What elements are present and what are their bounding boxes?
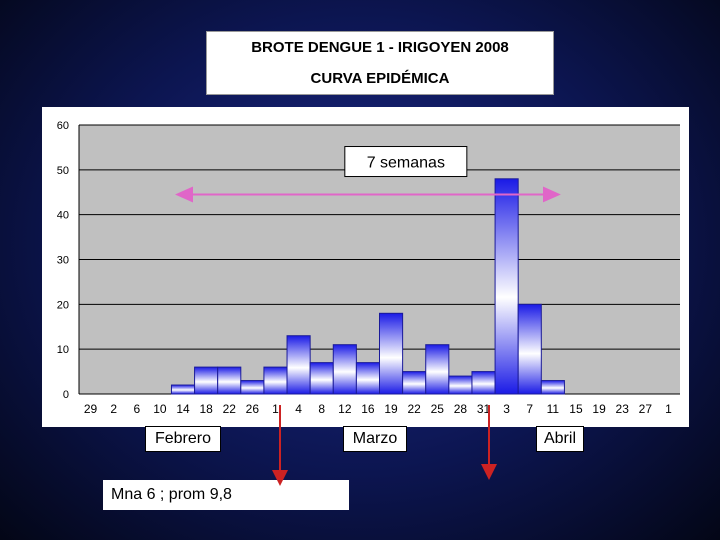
x-tick-label: 4 <box>295 402 302 416</box>
bar <box>494 178 519 395</box>
x-tick-label: 10 <box>153 402 167 416</box>
x-tick-label: 22 <box>407 402 421 416</box>
bar <box>355 362 380 395</box>
bar <box>448 375 473 395</box>
x-tick-label: 31 <box>477 402 491 416</box>
bar <box>263 366 288 395</box>
bar <box>517 303 542 395</box>
bar <box>379 312 404 395</box>
x-tick-label: 22 <box>223 402 237 416</box>
chart-title: BROTE DENGUE 1 - IRIGOYEN 2008 <box>251 39 509 56</box>
x-tick-label: 25 <box>431 402 445 416</box>
y-tick-label: 0 <box>63 389 69 401</box>
bar <box>217 366 242 395</box>
y-tick-label: 30 <box>57 255 69 267</box>
y-tick-label: 60 <box>57 120 69 132</box>
x-tick-label: 7 <box>526 402 533 416</box>
bar <box>240 380 265 395</box>
span-label-box <box>344 146 468 178</box>
bar <box>471 371 496 395</box>
month-label-febrero: Febrero <box>145 426 221 452</box>
x-tick-label: 11 <box>547 402 560 416</box>
month-label-abril: Abril <box>536 426 584 452</box>
x-tick-label: 15 <box>569 402 583 416</box>
bar <box>540 380 565 395</box>
x-tick-label: 28 <box>454 402 468 416</box>
y-tick-label: 40 <box>57 210 69 222</box>
bar <box>286 335 311 395</box>
x-tick-label: 1 <box>665 402 672 416</box>
x-tick-label: 27 <box>639 402 653 416</box>
x-tick-label: 12 <box>338 402 352 416</box>
x-tick-label: 18 <box>199 402 213 416</box>
x-tick-label: 1 <box>272 402 279 416</box>
y-tick-label: 50 <box>57 165 69 177</box>
span-label: 7 semanas <box>367 155 445 172</box>
x-tick-label: 16 <box>361 402 375 416</box>
bar <box>425 344 450 395</box>
x-tick-label: 23 <box>616 402 630 416</box>
x-tick-label: 14 <box>176 402 190 416</box>
chart-subtitle: CURVA EPIDÉMICA <box>310 70 450 87</box>
x-tick-label: 26 <box>246 402 260 416</box>
x-tick-label: 6 <box>133 402 140 416</box>
y-tick-label: 20 <box>57 299 69 311</box>
x-tick-label: 29 <box>84 402 98 416</box>
x-tick-label: 19 <box>384 402 398 416</box>
bar <box>402 371 427 395</box>
bar <box>332 344 357 395</box>
x-tick-label: 2 <box>110 402 117 416</box>
bar <box>309 362 334 395</box>
bar <box>194 366 219 395</box>
x-tick-label: 8 <box>318 402 325 416</box>
x-tick-label: 19 <box>592 402 606 416</box>
month-label-marzo: Marzo <box>343 426 407 452</box>
bar <box>170 384 196 395</box>
median-mean-note: Mna 6 ; prom 9,8 <box>103 480 349 510</box>
y-tick-label: 10 <box>57 344 69 356</box>
chart-title-box: BROTE DENGUE 1 - IRIGOYEN 2008 CURVA EPI… <box>206 31 554 95</box>
chart-panel: 0 10 20 30 40 50 60 29 2 6 10 14 18 22 26 1 4 8 12 16 19 22 25… <box>42 107 689 427</box>
x-tick-label: 3 <box>503 402 510 416</box>
